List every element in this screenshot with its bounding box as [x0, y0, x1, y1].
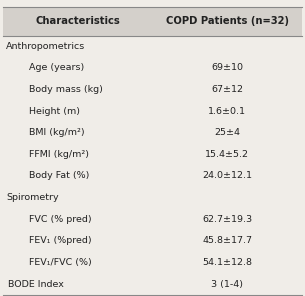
Text: 1.6±0.1: 1.6±0.1 [208, 107, 246, 116]
Text: Body Fat (%): Body Fat (%) [29, 171, 89, 181]
Text: 67±12: 67±12 [211, 85, 243, 94]
Text: Age (years): Age (years) [29, 63, 84, 73]
Text: 45.8±17.7: 45.8±17.7 [202, 236, 252, 245]
Text: Characteristics: Characteristics [35, 17, 120, 26]
Text: BODE Index: BODE Index [8, 279, 63, 289]
Text: 62.7±19.3: 62.7±19.3 [202, 215, 252, 224]
Bar [3, 7, 302, 36]
Text: Spirometry: Spirometry [6, 193, 59, 202]
Text: Body mass (kg): Body mass (kg) [29, 85, 103, 94]
Text: FEV₁/FVC (%): FEV₁/FVC (%) [29, 258, 92, 267]
Text: FFMI (kg/m²): FFMI (kg/m²) [29, 150, 89, 159]
Text: 3 (1-4): 3 (1-4) [211, 279, 243, 289]
Text: Height (m): Height (m) [29, 107, 80, 116]
Text: FVC (% pred): FVC (% pred) [29, 215, 92, 224]
Text: 24.0±12.1: 24.0±12.1 [202, 171, 252, 181]
Text: 25±4: 25±4 [214, 128, 240, 137]
Text: 15.4±5.2: 15.4±5.2 [205, 150, 249, 159]
Text: 54.1±12.8: 54.1±12.8 [202, 258, 252, 267]
Text: 69±10: 69±10 [211, 63, 243, 73]
Text: Anthropometrics: Anthropometrics [6, 42, 85, 51]
Text: COPD Patients (n=32): COPD Patients (n=32) [166, 17, 289, 26]
Text: BMI (kg/m²): BMI (kg/m²) [29, 128, 84, 137]
Text: FEV₁ (%pred): FEV₁ (%pred) [29, 236, 92, 245]
